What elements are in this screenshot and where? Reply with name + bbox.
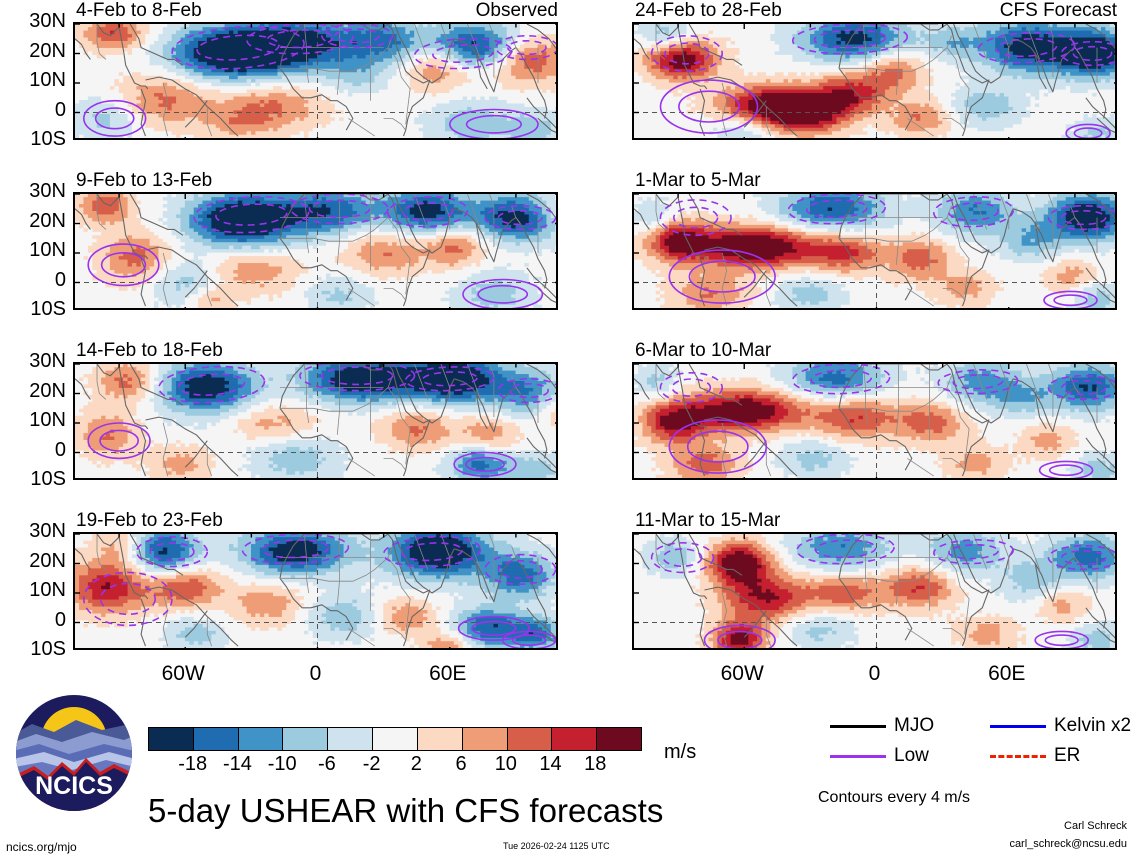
map-panel-fcs-3: 6-Mar to 10-Mar	[632, 340, 1117, 508]
legend-swatch-er	[990, 754, 1046, 758]
colorbar-segment-5	[372, 728, 417, 750]
colorbar-tick--10: -10	[267, 753, 297, 775]
panel-title-obs-3: 14-Feb to 18-Feb	[76, 340, 223, 361]
colorbar-segment-4	[327, 728, 373, 750]
y-tick-10N: 10N	[29, 409, 66, 431]
colorbar-tick-10: 10	[494, 753, 517, 775]
colorbar-segment-10	[596, 728, 641, 750]
panel-title-obs-1: 4-Feb to 8-Feb	[76, 0, 202, 21]
y-tick-20N: 20N	[29, 379, 66, 402]
map-panel-fcs-4: 11-Mar to 15-Mar	[632, 510, 1117, 678]
y-tick-0: 0	[54, 98, 66, 121]
y-tick-0: 0	[54, 268, 66, 291]
y-tick-10S: 10S	[30, 298, 66, 320]
legend-label-low: Low	[894, 745, 929, 766]
y-tick-30N: 30N	[29, 180, 66, 202]
colorbar-tick--6: -6	[318, 753, 336, 775]
colorbar-segment-3	[282, 728, 328, 750]
column-header-forecast: CFS Forecast	[999, 0, 1117, 21]
column-header-observed: Observed	[475, 0, 558, 21]
colorbar-tick--2: -2	[362, 753, 381, 775]
colorbar-units-label: m/s	[664, 741, 697, 763]
figure-main-title: 5-day USHEAR with CFS forecasts	[148, 792, 664, 829]
map-panel-obs-2: 9-Feb to 13-Feb	[73, 170, 558, 338]
legend-label-kelvin-x2: Kelvin x2	[1054, 715, 1132, 736]
panel-title-obs-2: 9-Feb to 13-Feb	[76, 170, 213, 191]
y-tick-20N: 20N	[29, 209, 66, 232]
legend-swatch-low	[830, 754, 886, 758]
legend-entry-low: Low	[830, 745, 929, 767]
map-field-fcs-2	[632, 192, 1117, 310]
map-panel-obs-1: 4-Feb to 8-Feb Observed	[73, 0, 558, 168]
y-tick-10S: 10S	[30, 128, 66, 150]
x-tick-0-col2: 0	[868, 662, 881, 685]
footer-author: Carl Schreck	[1064, 820, 1127, 832]
y-tick-30N: 30N	[29, 520, 66, 542]
colorbar-tick--14: -14	[223, 753, 252, 775]
legend-entry-kelvin-x2: Kelvin x2	[990, 715, 1131, 737]
y-tick-20N: 20N	[29, 39, 66, 62]
panel-title-fcs-3: 6-Mar to 10-Mar	[635, 340, 772, 361]
panel-title-fcs-4: 11-Mar to 15-Mar	[635, 510, 781, 531]
footer-email[interactable]: carl_schreck@ncsu.edu	[1009, 838, 1127, 850]
map-panel-fcs-1: 24-Feb to 28-Feb CFS Forecast	[632, 0, 1117, 168]
colorbar-tick--18: -18	[178, 753, 208, 775]
panel-title-fcs-1: 24-Feb to 28-Feb	[635, 0, 782, 21]
contour-interval-note: Contours every 4 m/s	[818, 789, 971, 806]
colorbar-tick-14: 14	[539, 753, 562, 775]
colorbar-tick-18: 18	[584, 753, 607, 775]
legend-swatch-kelvin-x2	[990, 724, 1046, 728]
legend-entry-mjo: MJO	[830, 715, 934, 737]
y-tick-0: 0	[54, 438, 66, 461]
y-tick-10N: 10N	[29, 239, 66, 261]
panel-title-obs-4: 19-Feb to 23-Feb	[76, 510, 223, 531]
x-tick-60E-col2: 60E	[988, 662, 1026, 685]
legend-swatch-mjo	[830, 724, 886, 728]
x-tick-60E-col1: 60E	[429, 662, 467, 685]
colorbar-segment-2	[237, 728, 283, 750]
y-tick-30N: 30N	[29, 10, 66, 32]
colorbar-tick-2: 2	[410, 753, 422, 775]
x-tick-0-col1: 0	[309, 662, 322, 685]
y-tick-20N: 20N	[29, 549, 66, 572]
panel-title-fcs-2: 1-Mar to 5-Mar	[635, 170, 761, 191]
colorbar-segment-7	[461, 728, 507, 750]
legend-label-mjo: MJO	[894, 715, 935, 736]
map-panel-obs-3: 14-Feb to 18-Feb	[73, 340, 558, 508]
footer-site-link[interactable]: ncics.org/mjo	[6, 840, 77, 854]
map-field-fcs-4	[632, 532, 1117, 650]
x-tick-60W-col1: 60W	[161, 662, 205, 685]
footer-timestamp: Tue 2026-02-24 1125 UTC	[503, 841, 610, 851]
map-field-obs-1	[73, 22, 558, 140]
y-tick-30N: 30N	[29, 350, 66, 372]
colorbar-gradient	[148, 727, 642, 751]
colorbar-segment-1	[192, 728, 238, 750]
legend-entry-er: ER	[990, 745, 1080, 767]
colorbar-segment-6	[416, 728, 462, 750]
y-tick-10S: 10S	[30, 468, 66, 490]
map-field-obs-3	[73, 362, 558, 480]
map-field-fcs-1	[632, 22, 1117, 140]
y-tick-0: 0	[54, 608, 66, 631]
ncics-logo: NCICS	[14, 692, 134, 814]
y-tick-10S: 10S	[30, 638, 66, 660]
colorbar-segment-8	[506, 728, 552, 750]
colorbar-segment-9	[551, 728, 597, 750]
map-panel-fcs-2: 1-Mar to 5-Mar	[632, 170, 1117, 338]
map-field-obs-2	[73, 192, 558, 310]
colorbar-tick-6: 6	[455, 753, 467, 775]
colorbar-segment-0	[149, 728, 193, 750]
x-tick-60W-col2: 60W	[720, 662, 764, 685]
legend-label-er: ER	[1054, 745, 1081, 766]
y-tick-10N: 10N	[29, 579, 66, 601]
map-field-obs-4	[73, 532, 558, 650]
map-field-fcs-3	[632, 362, 1117, 480]
map-panel-obs-4: 19-Feb to 23-Feb	[73, 510, 558, 678]
y-tick-10N: 10N	[29, 69, 66, 91]
